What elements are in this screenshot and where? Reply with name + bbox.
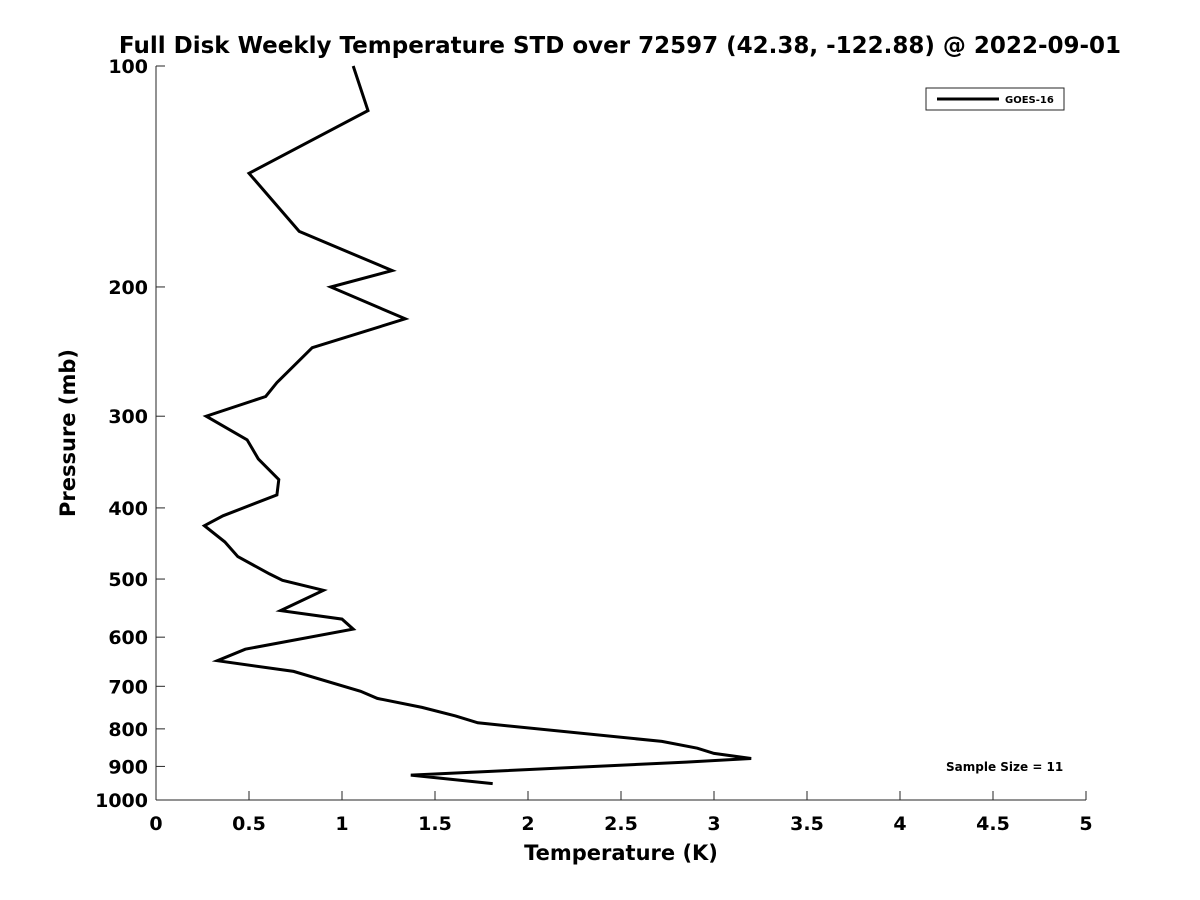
x-ticks: 0 0.5 1 1.5 2 2.5 3 3.5 4 4.5 5	[149, 791, 1093, 835]
x-tick-label: 3	[707, 813, 720, 835]
legend: GOES-16	[925, 87, 1065, 111]
y-tick-label: 1000	[95, 790, 148, 812]
y-tick-label: 900	[108, 756, 148, 778]
y-axis-label: Pressure (mb)	[56, 349, 80, 517]
y-tick-label: 100	[108, 56, 148, 78]
y-tick-label: 400	[108, 498, 148, 520]
chart-title: Full Disk Weekly Temperature STD over 72…	[119, 33, 1121, 59]
sample-size-annotation: Sample Size = 11	[946, 760, 1063, 774]
series-line-goes-16	[201, 65, 752, 786]
y-tick-label: 800	[108, 719, 148, 741]
x-axis-label: Temperature (K)	[524, 841, 718, 865]
x-tick-label: 0.5	[232, 813, 266, 835]
y-tick-label: 600	[108, 627, 148, 649]
x-tick-label: 1	[335, 813, 348, 835]
x-tick-label: 2.5	[604, 813, 638, 835]
x-tick-label: 0	[149, 813, 162, 835]
y-tick-label: 300	[108, 406, 148, 428]
y-tick-label: 500	[108, 569, 148, 591]
x-tick-label: 3.5	[790, 813, 824, 835]
series-layer	[201, 65, 752, 786]
x-tick-label: 2	[521, 813, 534, 835]
legend-entry-goes-16: GOES-16	[1005, 95, 1054, 106]
x-tick-label: 5	[1079, 813, 1092, 835]
y-tick-label: 700	[108, 676, 148, 698]
x-tick-label: 4	[893, 813, 906, 835]
y-tick-label: 200	[108, 277, 148, 299]
y-ticks: 100 200 300 400 500 600 700 800 900 1000	[95, 56, 165, 812]
x-tick-label: 4.5	[976, 813, 1010, 835]
x-tick-label: 1.5	[418, 813, 452, 835]
